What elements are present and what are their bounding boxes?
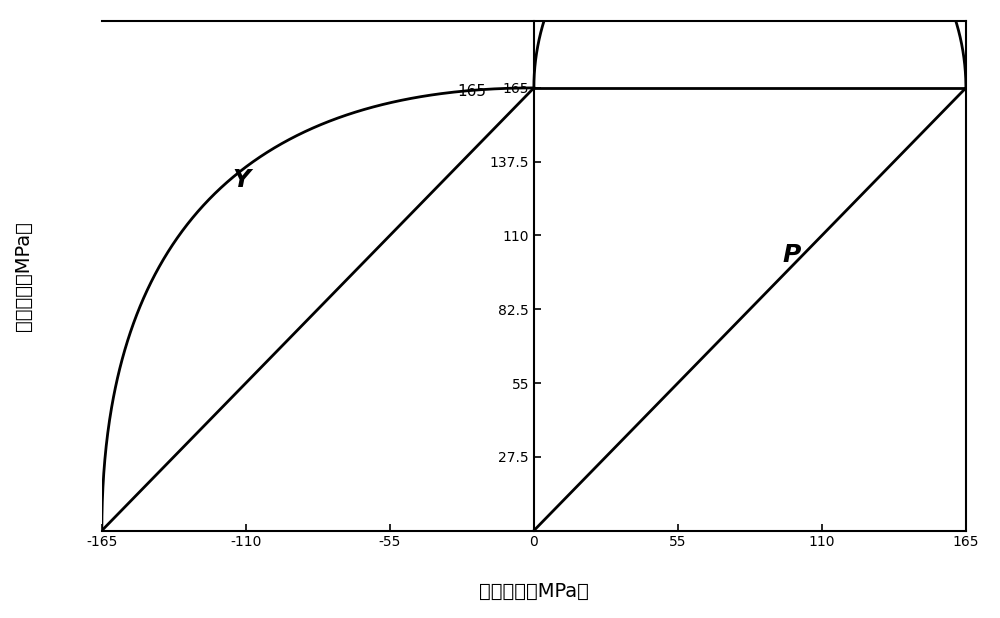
X-axis label: 轴向应力（MPa）: 轴向应力（MPa） <box>479 582 589 601</box>
Text: P: P <box>783 243 801 268</box>
Y-axis label: 切向应力（MPa）: 切向应力（MPa） <box>14 221 33 331</box>
Text: Y: Y <box>233 168 251 192</box>
Text: 165: 165 <box>458 84 487 99</box>
